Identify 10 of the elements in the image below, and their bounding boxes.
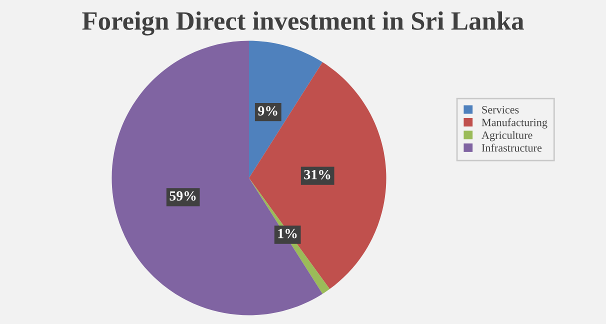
pie-slice — [249, 62, 386, 290]
data-label: 31% — [304, 170, 330, 180]
data-label: 59% — [170, 191, 196, 201]
data-label: 9% — [258, 106, 278, 116]
legend-label: Manufacturing — [482, 118, 548, 128]
chart-title: Foreign Direct investment in Sri Lanka — [82, 11, 524, 36]
data-label: 1% — [278, 228, 297, 238]
legend-label: Services — [482, 106, 519, 114]
legend-label: Agriculture — [482, 131, 532, 142]
legend-label: Infrastructure — [482, 144, 542, 152]
